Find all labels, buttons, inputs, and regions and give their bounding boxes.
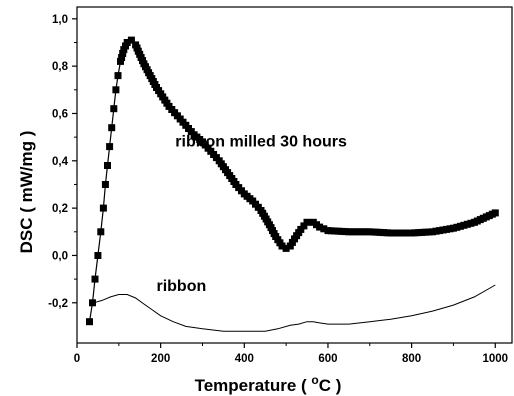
data-point-milled	[118, 54, 126, 61]
y-axis-title: DSC ( mW/mg )	[17, 131, 36, 254]
data-point-milled	[108, 124, 116, 132]
plot-frame	[76, 6, 513, 344]
data-point-milled	[491, 209, 499, 217]
x-tick-label: 200	[151, 353, 170, 365]
data-point-milled	[320, 225, 328, 233]
data-point-milled	[99, 204, 107, 212]
data-point-milled	[89, 299, 96, 307]
data-point-milled	[106, 143, 114, 151]
x-axis-title-sup: o	[311, 373, 318, 387]
data-point-milled	[110, 105, 118, 113]
data-point-milled	[282, 244, 290, 252]
data-point-milled	[86, 318, 93, 326]
data-point-milled	[104, 162, 111, 169]
y-tick-label: 1,0	[52, 14, 68, 26]
annotations: ribbon milled 30 hours ribbon	[156, 134, 347, 295]
data-point-milled	[123, 39, 131, 46]
data-point-milled	[286, 242, 294, 250]
ticks: 0 200 400 600 800 1000 -0,2 0,0 0,2 0,4 0,6 0,8 1,0	[48, 14, 508, 365]
x-tick-label: 1000	[482, 353, 508, 365]
series-line-ribbon	[93, 284, 496, 332]
data-point-milled	[127, 36, 135, 44]
data-point-milled	[119, 50, 127, 57]
data-point-milled	[117, 57, 124, 65]
x-tick-label: 0	[74, 353, 80, 365]
data-point-milled	[120, 46, 128, 54]
x-tick-label: 800	[402, 353, 421, 365]
data-point-milled	[101, 181, 109, 188]
y-tick-label: 0,2	[52, 203, 68, 215]
y-tick-label: 0,4	[52, 156, 69, 168]
x-tick-label: 400	[235, 353, 254, 365]
data-point-milled	[316, 223, 324, 231]
data-point-milled	[91, 275, 99, 283]
x-tick-label: 600	[318, 353, 337, 365]
y-tick-label: 0,0	[52, 250, 68, 262]
data-point-milled	[97, 228, 105, 236]
x-axis-title: Temperature ( oC )	[195, 373, 342, 395]
data-point-milled	[112, 86, 120, 94]
data-point-milled	[300, 222, 308, 230]
y-tick-label: 0,8	[52, 61, 69, 73]
annotation-ribbon: ribbon	[156, 278, 206, 295]
series	[86, 36, 499, 332]
annotation-milled: ribbon milled 30 hours	[175, 134, 347, 151]
y-tick-label: -0,2	[48, 298, 68, 310]
y-tick-label: 0,6	[52, 108, 68, 120]
x-axis-title-post: C )	[319, 376, 342, 395]
x-axis-title-pre: Temperature (	[195, 376, 312, 395]
data-point-milled	[278, 242, 286, 250]
data-point-milled	[94, 252, 102, 259]
data-point-milled	[114, 72, 122, 80]
axes	[76, 6, 513, 344]
data-point-milled	[303, 218, 311, 226]
